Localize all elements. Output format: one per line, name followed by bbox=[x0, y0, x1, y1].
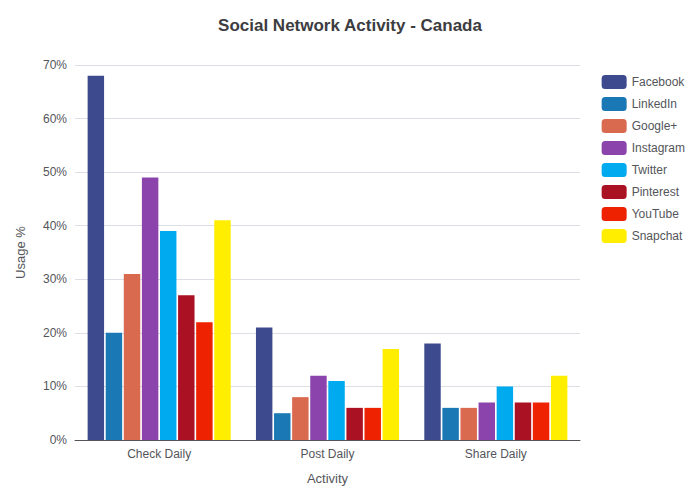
svg-text:50%: 50% bbox=[43, 165, 67, 179]
svg-text:Instagram: Instagram bbox=[632, 141, 685, 155]
svg-text:0%: 0% bbox=[50, 433, 68, 447]
svg-text:Check Daily: Check Daily bbox=[127, 447, 191, 461]
svg-text:Snapchat: Snapchat bbox=[632, 229, 683, 243]
svg-text:Usage %: Usage % bbox=[13, 226, 28, 279]
svg-text:30%: 30% bbox=[43, 272, 67, 286]
svg-text:10%: 10% bbox=[43, 379, 67, 393]
svg-text:Twitter: Twitter bbox=[632, 163, 667, 177]
svg-text:YouTube: YouTube bbox=[632, 207, 679, 221]
svg-text:60%: 60% bbox=[43, 112, 67, 126]
svg-text:70%: 70% bbox=[43, 58, 67, 72]
svg-text:Activity: Activity bbox=[307, 471, 349, 486]
svg-text:Facebook: Facebook bbox=[632, 75, 686, 89]
svg-text:20%: 20% bbox=[43, 326, 67, 340]
svg-text:Share Daily: Share Daily bbox=[465, 447, 527, 461]
svg-text:Pinterest: Pinterest bbox=[632, 185, 680, 199]
svg-text:LinkedIn: LinkedIn bbox=[632, 97, 677, 111]
svg-text:40%: 40% bbox=[43, 219, 67, 233]
svg-text:Google+: Google+ bbox=[632, 119, 678, 133]
svg-text:Social Network Activity - Cana: Social Network Activity - Canada bbox=[218, 16, 482, 35]
svg-text:Post Daily: Post Daily bbox=[300, 447, 354, 461]
